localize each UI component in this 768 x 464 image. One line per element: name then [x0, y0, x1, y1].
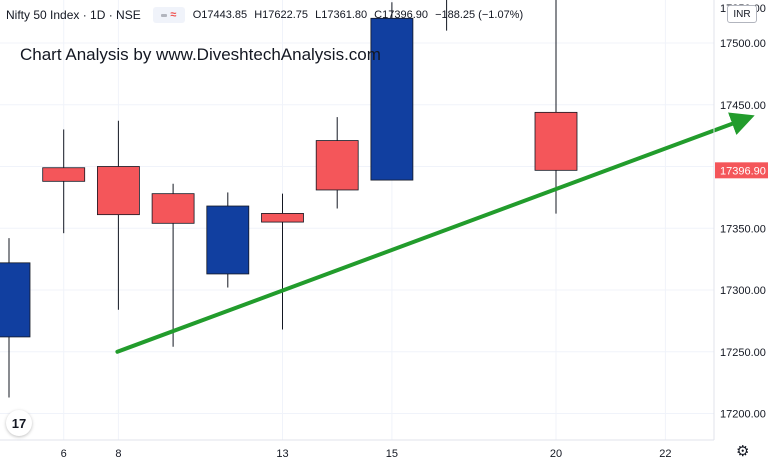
time-tick-label: 8: [115, 448, 121, 460]
candles: [0, 0, 578, 398]
candle: [151, 183, 195, 347]
close-value: C17396.90: [374, 9, 428, 21]
price-tag-label: 17396.90: [720, 165, 766, 177]
candle: [206, 192, 250, 288]
time-tick-label: 13: [276, 448, 288, 460]
price-axis: 17850.0017200.0017250.0017300.0017350.00…: [720, 3, 766, 421]
tradingview-logo-icon[interactable]: 17: [6, 410, 32, 436]
candle: [370, 2, 414, 181]
trend-arrow: [115, 112, 755, 354]
candle-body: [261, 213, 304, 223]
price-tick-label: 17350.00: [720, 223, 766, 235]
change-value: −188.25 (−1.07%): [435, 9, 524, 21]
low-value: L17361.80: [315, 9, 368, 21]
grid-lines: [0, 0, 714, 440]
high-value: H17622.75: [254, 9, 309, 21]
gear-icon[interactable]: ⚙: [736, 443, 750, 460]
candle: [0, 238, 31, 398]
price-tick-label: 17250.00: [720, 347, 766, 359]
candle: [534, 0, 578, 214]
candle-body: [151, 193, 195, 224]
candle: [315, 117, 359, 209]
candle: [261, 193, 304, 330]
open-value: O17443.85: [192, 9, 248, 21]
price-tick-label: 17450.00: [720, 100, 766, 112]
candle: [446, 0, 448, 31]
last-price-tag: 17396.90: [715, 162, 768, 179]
candle-body: [97, 166, 140, 216]
time-tick-label: 15: [386, 448, 398, 460]
hide-icon: [161, 13, 168, 17]
price-tick-label: 17500.00: [720, 38, 766, 50]
legend-header: Nifty 50 Index · 1D · NSE ≈ O17443.85 H1…: [0, 0, 527, 30]
currency-button[interactable]: INR: [727, 5, 757, 23]
time-tick-label: 20: [550, 448, 562, 460]
symbol-title[interactable]: Nifty 50 Index · 1D · NSE: [6, 8, 141, 22]
indicator-wave-icon: ≈: [170, 9, 177, 21]
candle-body: [206, 205, 250, 275]
price-tick-label: 17200.00: [720, 409, 766, 421]
candle-body: [370, 17, 414, 181]
candle-body: [0, 262, 31, 338]
price-tag-bg: [715, 162, 768, 179]
candle: [42, 129, 86, 234]
ohlc-values: O17443.85 H17622.75 L17361.80 C17396.90 …: [193, 9, 527, 21]
time-axis: 6 8 13 15 20 22: [61, 448, 672, 460]
trendline: [115, 112, 755, 354]
candle-body: [42, 167, 86, 182]
candle: [97, 120, 140, 310]
candle-body: [315, 140, 359, 191]
visibility-toggle-button[interactable]: ≈: [152, 7, 185, 23]
analysis-watermark: Chart Analysis by www.DiveshtechAnalysis…: [20, 45, 381, 64]
time-tick-label: 22: [659, 448, 671, 460]
time-tick-label: 6: [61, 448, 67, 460]
price-tick-label: 17300.00: [720, 285, 766, 297]
candle-body: [534, 111, 578, 171]
